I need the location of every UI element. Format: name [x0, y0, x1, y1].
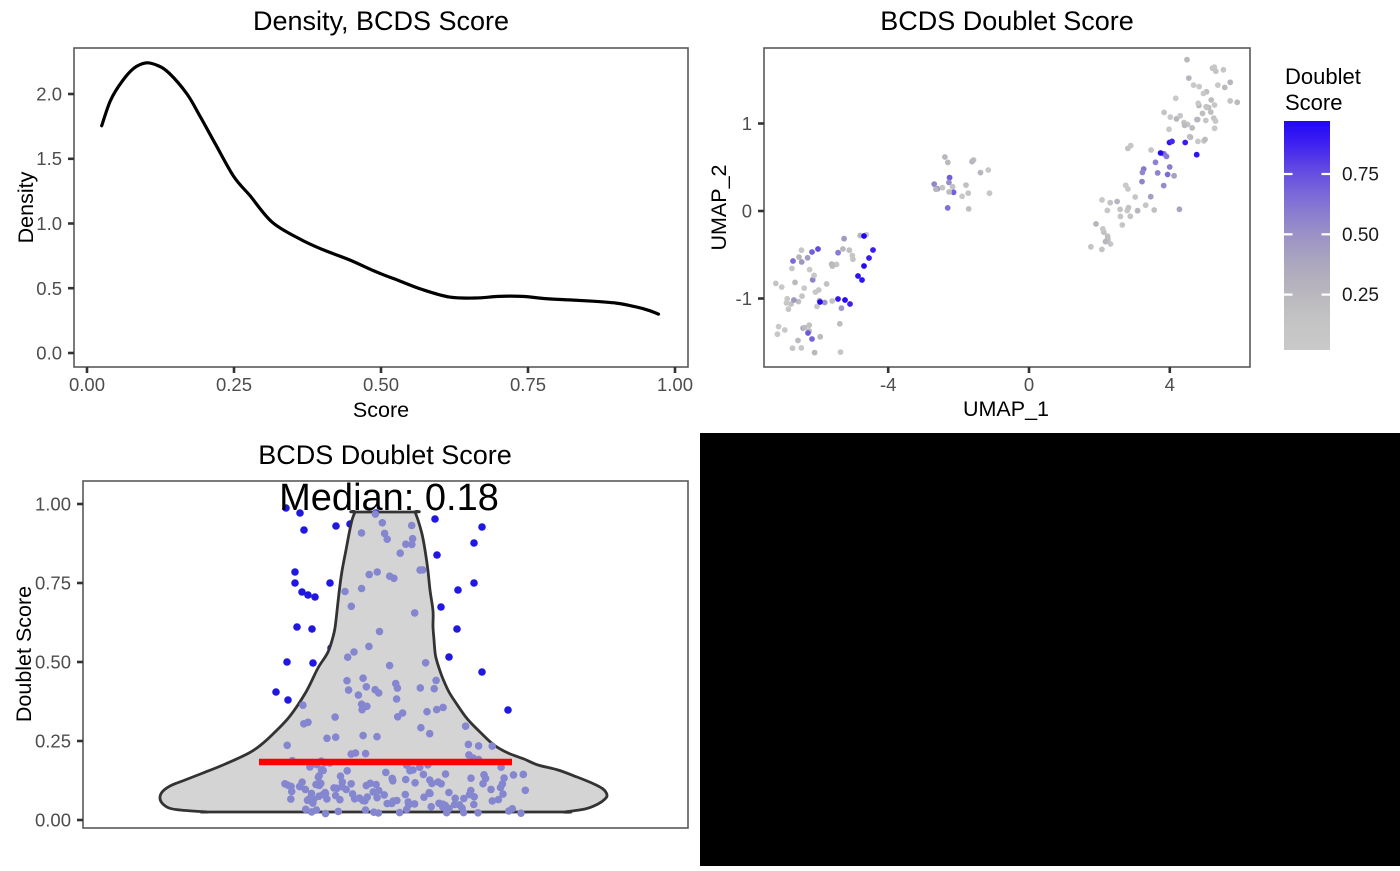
- svg-text:-1: -1: [736, 288, 752, 309]
- svg-text:0.0: 0.0: [36, 343, 62, 364]
- svg-text:Median: 0.18: Median: 0.18: [279, 477, 499, 519]
- svg-text:0: 0: [742, 201, 752, 222]
- svg-text:1: 1: [742, 113, 752, 134]
- svg-text:UMAP_2: UMAP_2: [707, 164, 731, 250]
- svg-text:0.25: 0.25: [1342, 285, 1379, 306]
- svg-text:0.25: 0.25: [216, 374, 252, 395]
- svg-text:1.00: 1.00: [657, 374, 693, 395]
- svg-text:UMAP_1: UMAP_1: [963, 397, 1049, 421]
- svg-text:Doublet: Doublet: [1285, 64, 1361, 89]
- svg-text:-4: -4: [880, 374, 896, 395]
- svg-text:0.25: 0.25: [35, 731, 71, 752]
- svg-text:0.50: 0.50: [35, 652, 71, 673]
- svg-text:Score: Score: [353, 398, 409, 422]
- svg-text:0.00: 0.00: [35, 810, 71, 831]
- svg-text:Density: Density: [14, 171, 38, 243]
- svg-text:1.5: 1.5: [36, 148, 62, 169]
- svg-text:0.75: 0.75: [35, 573, 71, 594]
- svg-text:Doublet Score: Doublet Score: [12, 586, 36, 722]
- svg-text:BCDS Doublet Score: BCDS Doublet Score: [258, 440, 512, 470]
- svg-text:0.75: 0.75: [510, 374, 546, 395]
- svg-text:BCDS Doublet Score: BCDS Doublet Score: [880, 6, 1134, 36]
- svg-text:4: 4: [1165, 374, 1175, 395]
- svg-text:Score: Score: [1285, 90, 1342, 115]
- svg-text:0.5: 0.5: [36, 278, 62, 299]
- svg-text:1.0: 1.0: [36, 213, 62, 234]
- svg-text:0.50: 0.50: [1342, 225, 1379, 246]
- svg-text:0.75: 0.75: [1342, 165, 1379, 186]
- svg-text:0.50: 0.50: [363, 374, 399, 395]
- svg-text:2.0: 2.0: [36, 84, 62, 105]
- svg-text:0: 0: [1024, 374, 1034, 395]
- svg-text:1.00: 1.00: [35, 494, 71, 515]
- svg-text:0.00: 0.00: [69, 374, 105, 395]
- svg-text:Density, BCDS Score: Density, BCDS Score: [253, 6, 509, 36]
